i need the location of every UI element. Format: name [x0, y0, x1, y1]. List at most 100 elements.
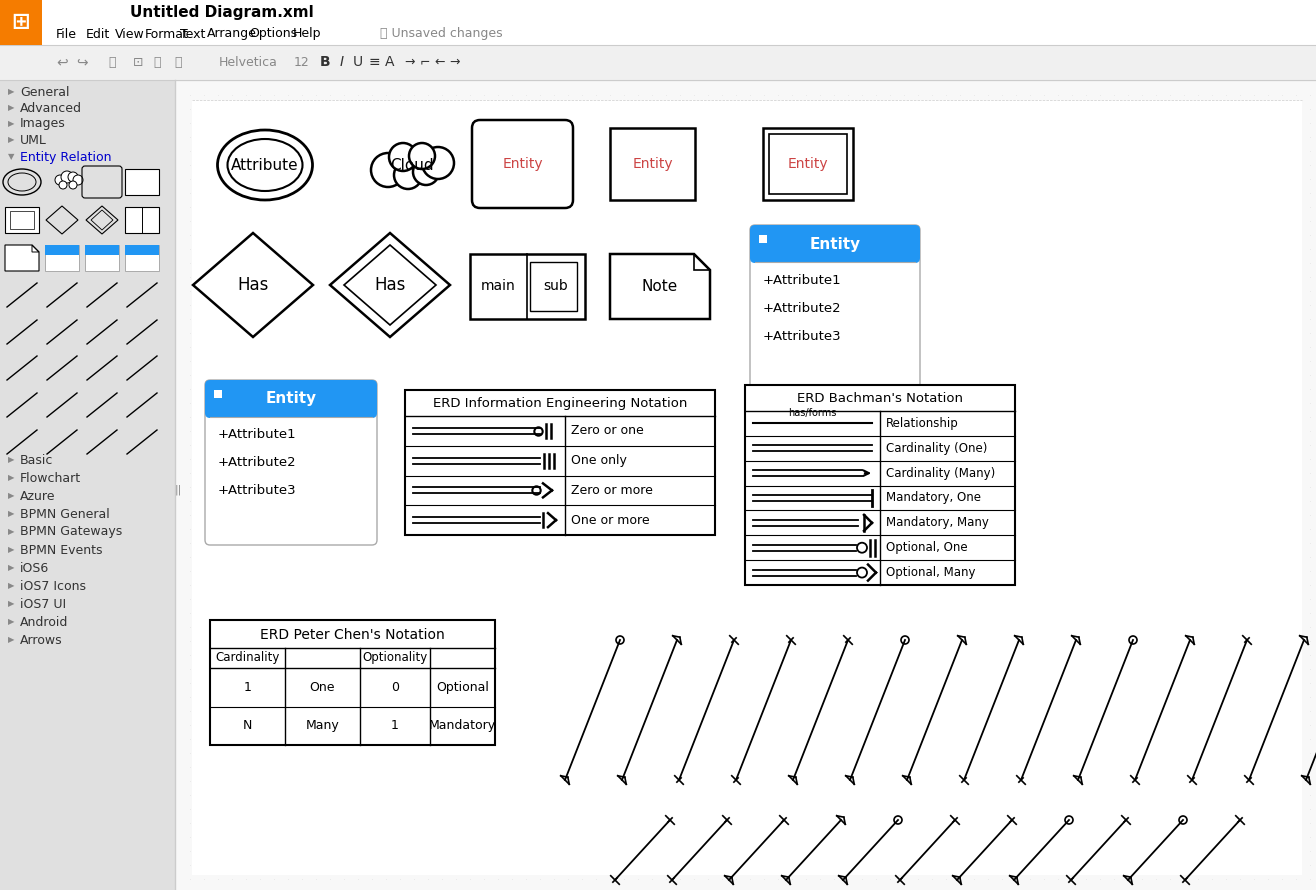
- Text: Android: Android: [20, 616, 68, 628]
- Text: Zero or one: Zero or one: [571, 425, 644, 437]
- Bar: [611, 128, 695, 200]
- Text: Cardinality (One): Cardinality (One): [886, 441, 987, 455]
- Text: iOS7 UI: iOS7 UI: [20, 597, 66, 611]
- Text: Optional, One: Optional, One: [886, 541, 967, 554]
- Bar: [11, 211, 34, 229]
- Text: →: →: [450, 55, 461, 69]
- Text: Arrows: Arrows: [20, 634, 63, 646]
- FancyBboxPatch shape: [472, 120, 572, 208]
- Text: Advanced: Advanced: [20, 101, 82, 115]
- Bar: [125, 245, 159, 255]
- Text: Entity: Entity: [503, 157, 542, 171]
- Text: Entity: Entity: [809, 237, 861, 252]
- Text: ▶: ▶: [8, 119, 14, 128]
- Bar: [125, 245, 159, 271]
- Bar: [470, 254, 586, 319]
- FancyBboxPatch shape: [205, 380, 376, 545]
- Text: View: View: [114, 28, 145, 41]
- Text: One only: One only: [571, 454, 626, 467]
- Circle shape: [68, 172, 78, 182]
- Text: +Attribute1: +Attribute1: [763, 273, 842, 287]
- Text: One or more: One or more: [571, 514, 650, 527]
- Text: Entity Relation: Entity Relation: [20, 150, 112, 164]
- Bar: [125, 207, 159, 233]
- Text: Many: Many: [305, 719, 340, 732]
- Text: +Attribute1: +Attribute1: [218, 428, 296, 441]
- Bar: [530, 262, 576, 311]
- Text: N: N: [243, 719, 253, 732]
- Text: Helvetica: Helvetica: [218, 55, 278, 69]
- Bar: [0, 80, 175, 890]
- Text: ←: ←: [434, 55, 445, 69]
- Text: Entity: Entity: [632, 157, 672, 171]
- FancyBboxPatch shape: [205, 380, 376, 418]
- Bar: [763, 128, 853, 200]
- Circle shape: [393, 161, 422, 189]
- Bar: [0, 0, 42, 45]
- Bar: [755, 230, 915, 258]
- Text: Help: Help: [293, 28, 321, 41]
- Text: Options: Options: [249, 28, 297, 41]
- Text: Cloud: Cloud: [390, 158, 434, 173]
- Text: Arrange: Arrange: [207, 28, 257, 41]
- Bar: [745, 385, 1015, 585]
- Text: One: One: [309, 681, 336, 693]
- Text: ERD Peter Chen's Notation: ERD Peter Chen's Notation: [261, 628, 445, 642]
- Text: Optional, Many: Optional, Many: [886, 566, 975, 579]
- Text: Has: Has: [374, 276, 405, 294]
- Polygon shape: [611, 254, 711, 319]
- Text: 🔍: 🔍: [174, 55, 182, 69]
- Text: File: File: [57, 28, 78, 41]
- Bar: [45, 245, 79, 255]
- Text: ▶: ▶: [8, 618, 14, 627]
- Circle shape: [68, 181, 78, 189]
- Circle shape: [55, 175, 64, 185]
- Text: Note: Note: [642, 279, 678, 294]
- Bar: [0, 45, 1316, 80]
- Bar: [86, 245, 118, 271]
- Text: +Attribute2: +Attribute2: [763, 302, 842, 314]
- Circle shape: [422, 147, 454, 179]
- Text: main: main: [480, 279, 516, 294]
- Text: ▶: ▶: [8, 456, 14, 465]
- Text: UML: UML: [20, 134, 47, 147]
- Text: ▶: ▶: [8, 509, 14, 519]
- Text: ⌐: ⌐: [420, 55, 430, 69]
- Text: ▶: ▶: [8, 600, 14, 609]
- Text: ▶: ▶: [8, 635, 14, 644]
- Circle shape: [72, 175, 83, 185]
- Text: ≡: ≡: [368, 55, 380, 69]
- Text: B: B: [320, 55, 330, 69]
- Text: Text: Text: [180, 28, 205, 41]
- Bar: [769, 134, 848, 194]
- Text: Edit: Edit: [86, 28, 111, 41]
- Text: ERD Bachman's Notation: ERD Bachman's Notation: [797, 392, 963, 406]
- Text: BPMN General: BPMN General: [20, 507, 109, 521]
- Text: I: I: [340, 55, 343, 69]
- Text: Optionality: Optionality: [362, 651, 428, 665]
- Text: Basic: Basic: [20, 454, 54, 466]
- Text: iOS7 Icons: iOS7 Icons: [20, 579, 86, 593]
- Text: Format: Format: [145, 28, 190, 41]
- FancyBboxPatch shape: [750, 225, 920, 390]
- Circle shape: [61, 171, 72, 183]
- FancyBboxPatch shape: [750, 225, 920, 263]
- Text: Mandatory, Many: Mandatory, Many: [886, 516, 988, 530]
- Circle shape: [413, 159, 440, 185]
- Text: BPMN Events: BPMN Events: [20, 544, 103, 556]
- Text: A: A: [386, 55, 395, 69]
- Text: ▶: ▶: [8, 87, 14, 96]
- Bar: [211, 620, 495, 745]
- Text: 1: 1: [243, 681, 251, 693]
- Bar: [175, 80, 1316, 890]
- Text: Entity: Entity: [788, 157, 828, 171]
- Text: ↩: ↩: [57, 55, 68, 69]
- Text: Cardinality (Many): Cardinality (Many): [886, 466, 995, 480]
- Bar: [759, 235, 767, 243]
- Text: 🔍: 🔍: [153, 55, 161, 69]
- Text: Relationship: Relationship: [886, 417, 959, 430]
- Circle shape: [59, 181, 67, 189]
- Text: ▶: ▶: [8, 546, 14, 554]
- Text: 🌐 Unsaved changes: 🌐 Unsaved changes: [380, 28, 503, 41]
- Text: Entity: Entity: [266, 392, 317, 407]
